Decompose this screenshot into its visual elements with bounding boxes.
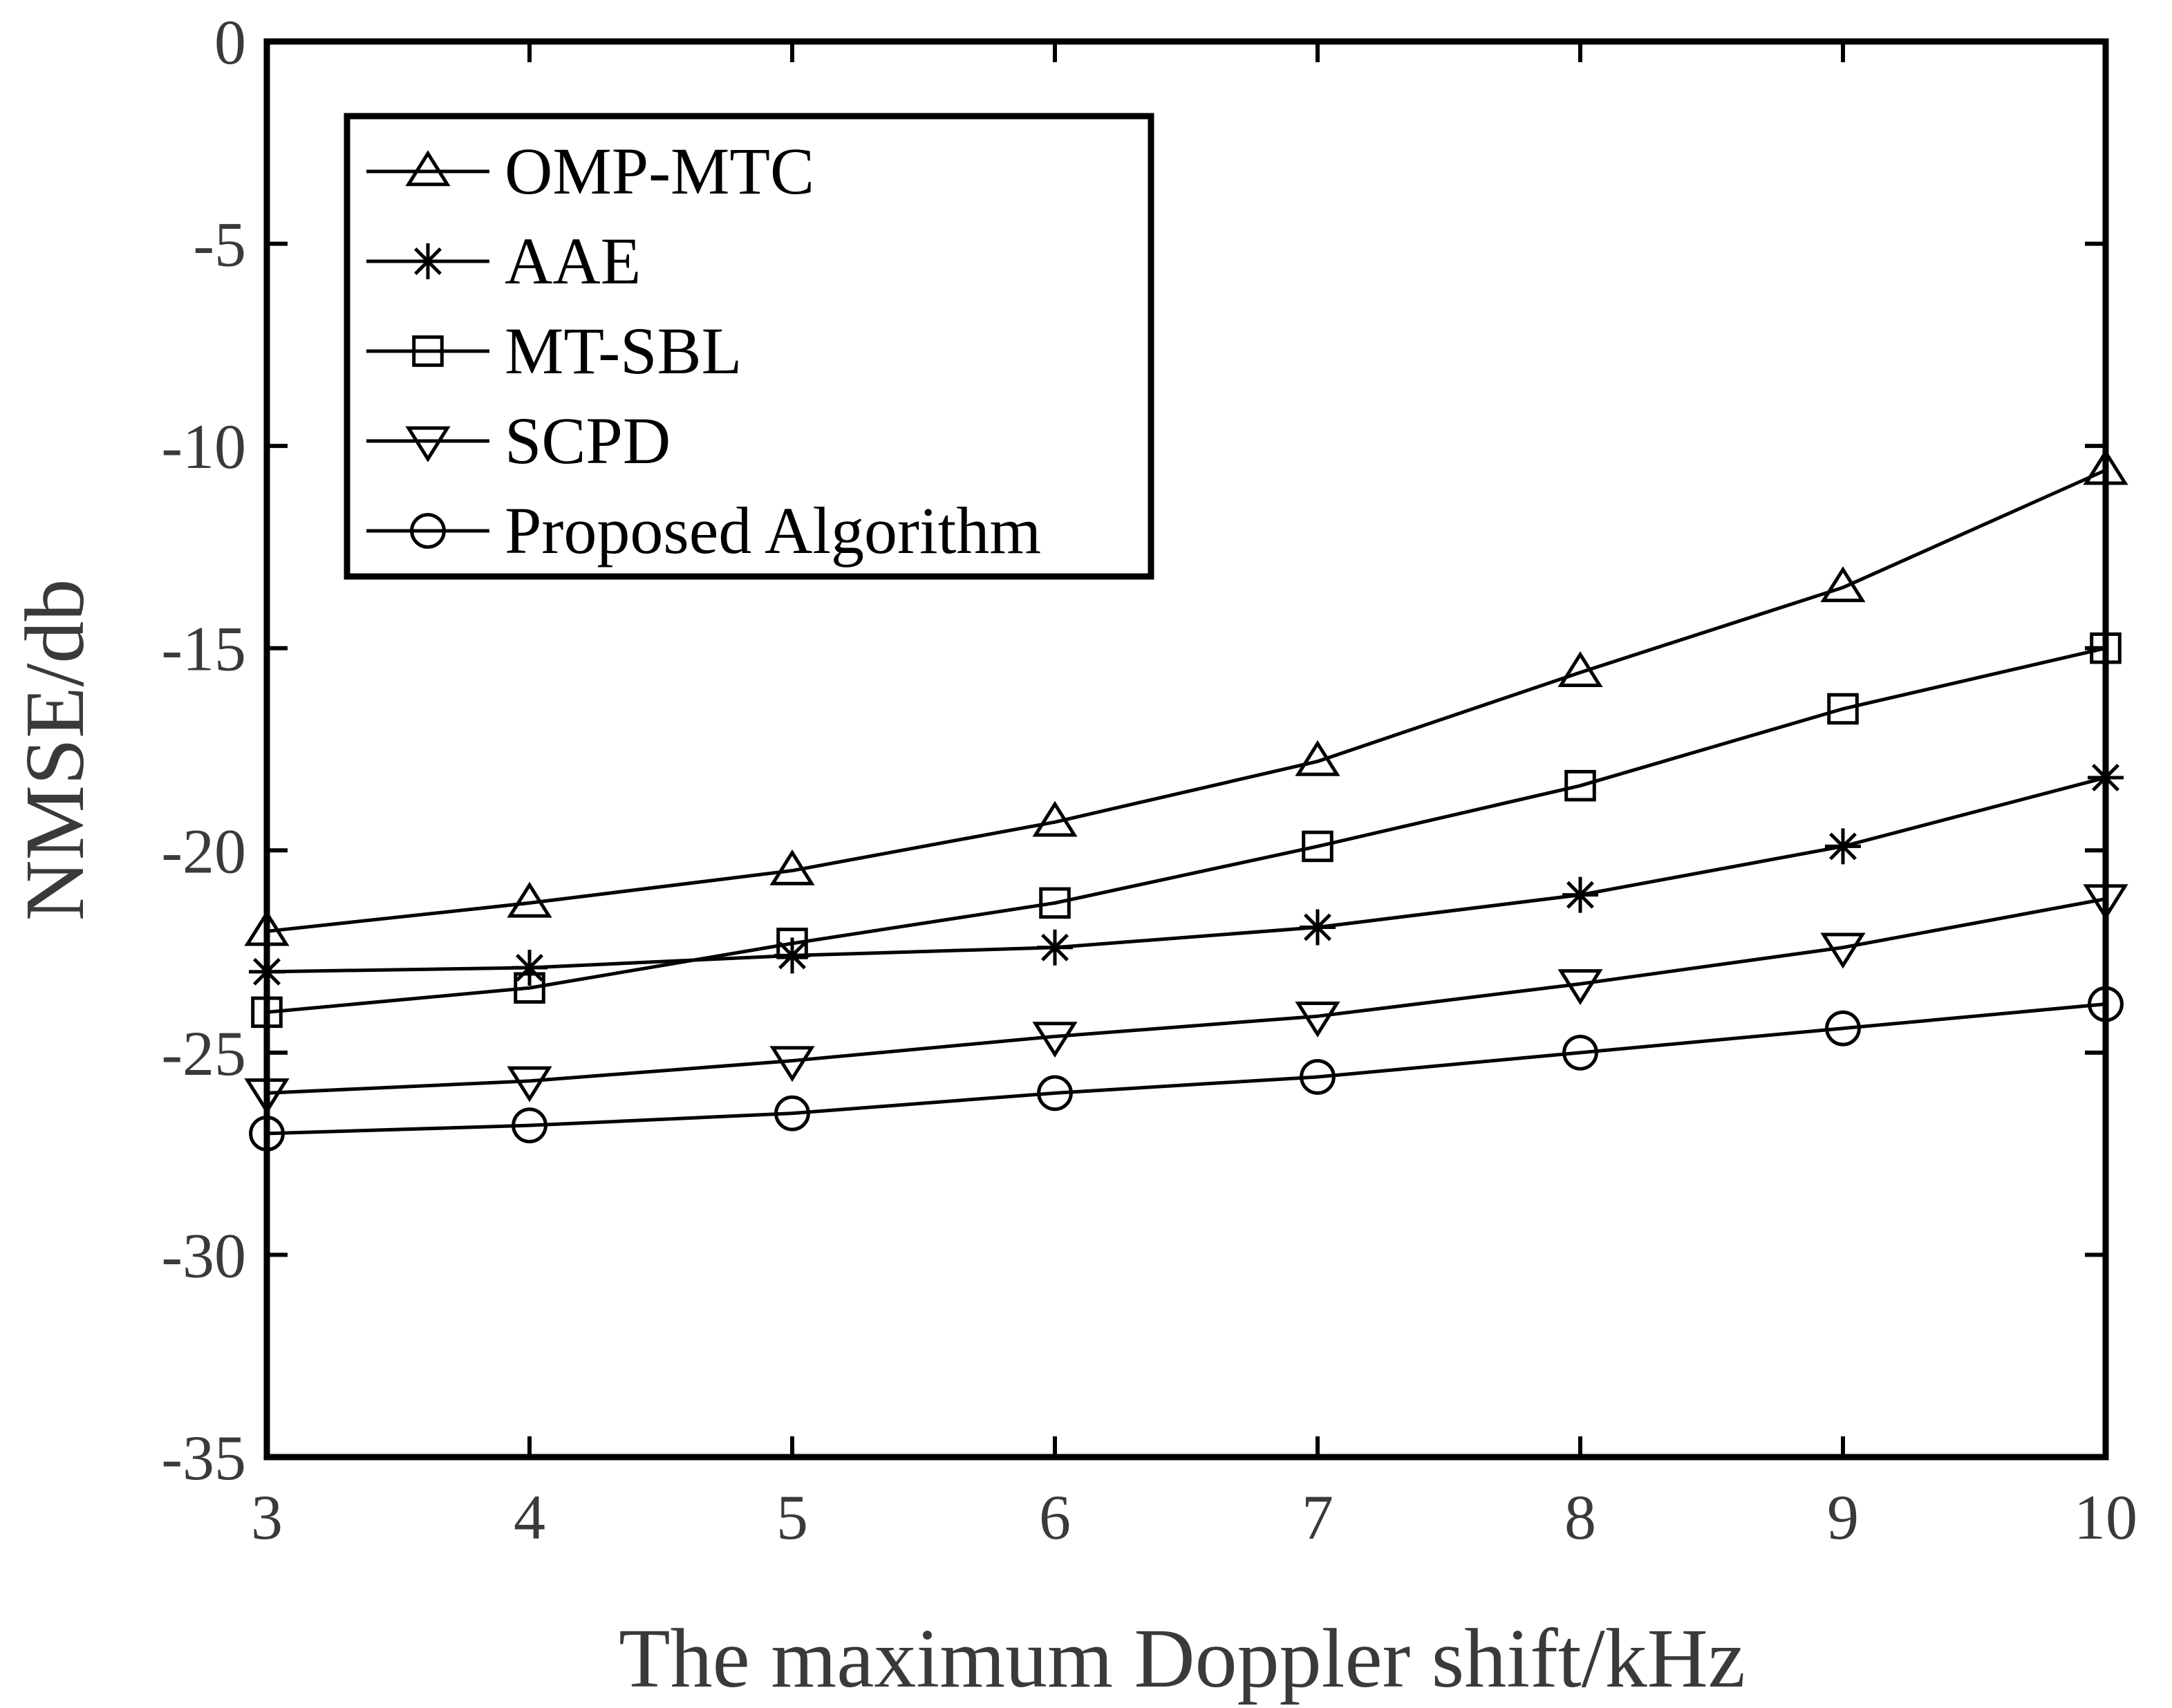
series-line-0 xyxy=(266,468,2107,933)
y-tick-label: -35 xyxy=(161,1423,246,1493)
legend-label: MT-SBL xyxy=(505,314,742,388)
legend-box xyxy=(344,113,1154,580)
y-tick-label: -20 xyxy=(161,816,246,886)
x-tick-label: 5 xyxy=(776,1482,808,1552)
series-1-point xyxy=(1037,929,1073,966)
series-3-point xyxy=(1032,1022,1078,1058)
series-0-point xyxy=(1557,651,1603,688)
series-0-point xyxy=(1295,740,1340,776)
x-tick-label: 7 xyxy=(1302,1482,1333,1552)
legend-label: AAE xyxy=(505,224,641,298)
series-line-3 xyxy=(266,897,2106,1095)
series-2-point xyxy=(1039,887,1071,919)
legend-marker xyxy=(410,513,446,549)
legend-marker xyxy=(405,426,451,462)
y-tick-label: -5 xyxy=(193,209,246,280)
y-tick-label: -30 xyxy=(161,1220,246,1291)
legend-marker xyxy=(410,243,446,279)
series-4-point xyxy=(1037,1075,1073,1111)
series-line-2 xyxy=(266,646,2106,1014)
series-4-point xyxy=(1562,1034,1598,1071)
series-3-point xyxy=(1295,1001,1340,1038)
x-tick-label: 3 xyxy=(251,1482,283,1552)
x-tick-label: 4 xyxy=(514,1482,545,1552)
y-axis-title: NMSE/db xyxy=(8,579,102,921)
series-2-point xyxy=(776,928,808,959)
series-2-point xyxy=(514,972,545,1004)
x-tick-label: 8 xyxy=(1564,1482,1596,1552)
series-2-point xyxy=(1302,830,1333,863)
series-line-1 xyxy=(266,776,2106,974)
axes-layer: 3 4 5 6 7 8 9 10 0 -5 -10 -15 -20 -25 -30 -35 xyxy=(161,7,2137,1552)
x-tick-label: 10 xyxy=(2074,1482,2137,1552)
series-4-point xyxy=(1825,1010,1861,1047)
series-1-point xyxy=(1300,909,1336,946)
x-axis-title: The maximum Doppler shift/kHz xyxy=(619,1612,1745,1705)
x-tick-label: 9 xyxy=(1827,1482,1859,1552)
legend-marker xyxy=(405,150,451,187)
series-2-point xyxy=(1564,769,1596,802)
series-4-point xyxy=(774,1095,810,1132)
legend-marker xyxy=(412,335,444,367)
axes-box xyxy=(263,38,2109,1461)
series-0-point xyxy=(1032,800,1078,837)
series-4-point xyxy=(1300,1059,1336,1095)
series-3-point xyxy=(1820,932,1866,969)
series-0-point xyxy=(769,849,815,885)
series-1-point xyxy=(512,949,547,986)
series-0-point xyxy=(1820,566,1866,603)
y-tick-label: -25 xyxy=(161,1018,246,1089)
series-3-point xyxy=(1557,969,1603,1006)
legend: OMP-MTC AAE MT-SBL SCPD Proposed Algorithm xyxy=(344,113,1154,580)
legend-label: OMP-MTC xyxy=(505,134,814,208)
series-0-point xyxy=(507,881,552,918)
series-line-4 xyxy=(266,1002,2106,1136)
series-1-point xyxy=(1562,876,1598,913)
y-tick-label: 0 xyxy=(214,7,246,77)
y-tick-label: -10 xyxy=(161,411,246,482)
series-3-point xyxy=(769,1046,815,1082)
series-2-point xyxy=(1827,693,1859,725)
legend-label: SCPD xyxy=(505,404,671,478)
series-3-point xyxy=(507,1066,552,1102)
series-1-point xyxy=(774,937,810,974)
legend-label: Proposed Algorithm xyxy=(505,494,1041,567)
series-1-point xyxy=(1825,828,1861,865)
y-tick-label: -15 xyxy=(161,614,246,684)
x-tick-label: 6 xyxy=(1039,1482,1071,1552)
series-4-point xyxy=(512,1107,547,1144)
